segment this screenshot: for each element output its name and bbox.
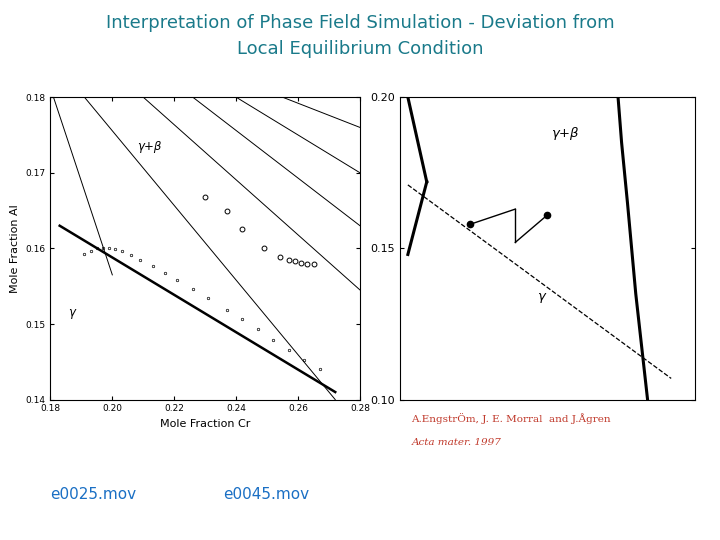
Text: Acta mater. 1997: Acta mater. 1997 [411, 438, 501, 447]
Text: γ+β: γ+β [552, 126, 579, 139]
Text: e0045.mov: e0045.mov [223, 487, 310, 502]
Text: γ: γ [68, 306, 76, 320]
Text: γ: γ [537, 290, 545, 303]
Text: A.EngstrÖm, J. E. Morral  and J.Ågren: A.EngstrÖm, J. E. Morral and J.Ågren [411, 413, 611, 424]
Text: γ+β: γ+β [138, 140, 162, 153]
Text: e0025.mov: e0025.mov [50, 487, 137, 502]
Text: Local Equilibrium Condition: Local Equilibrium Condition [237, 40, 483, 58]
Y-axis label: Mole Fraction Al: Mole Fraction Al [10, 204, 20, 293]
X-axis label: Mole Fraction Cr: Mole Fraction Cr [160, 419, 251, 429]
Text: Interpretation of Phase Field Simulation - Deviation from: Interpretation of Phase Field Simulation… [106, 14, 614, 31]
